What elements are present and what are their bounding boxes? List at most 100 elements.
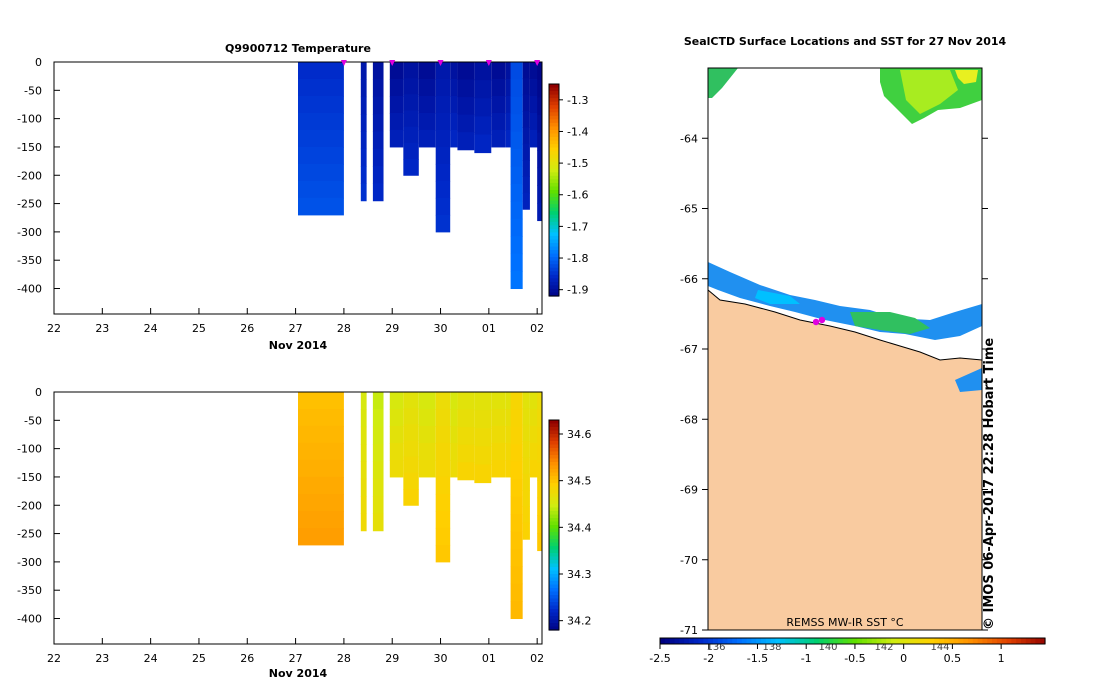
profile-cell <box>510 96 523 115</box>
colorbar-segment <box>549 539 559 544</box>
profile-cell <box>450 442 458 461</box>
profile-cell <box>435 95 451 114</box>
sst-colorbar-label: 0.5 <box>944 652 962 665</box>
sst-colorbar-segment <box>968 638 974 644</box>
profile-cell <box>510 496 523 515</box>
sst-colorbar-label: -1 <box>801 652 812 665</box>
profile-cell <box>435 180 451 199</box>
y-tick-label: -50 <box>24 414 42 427</box>
colorbar-label: 34.5 <box>567 475 592 488</box>
colorbar-segment <box>549 147 559 152</box>
colorbar-segment <box>549 623 559 628</box>
sst-colorbar-segment <box>746 638 753 644</box>
lon-inner-label: 138 <box>762 642 781 653</box>
profile-cell <box>372 62 384 80</box>
sst-colorbar-segment <box>1030 638 1036 644</box>
colorbar-segment <box>549 609 559 614</box>
profile-cell <box>510 461 523 480</box>
colorbar-segment <box>549 271 559 276</box>
sst-colorbar-segment <box>838 638 844 644</box>
profile-cell <box>522 176 530 194</box>
sst-colorbar-segment <box>919 638 926 644</box>
sst-colorbar-segment <box>924 638 931 644</box>
colorbar-segment <box>549 448 559 453</box>
sst-colorbar-segment <box>765 638 772 644</box>
colorbar-segment <box>549 497 559 502</box>
y-tick-label: -400 <box>17 283 42 296</box>
sst-colorbar-label: -0.5 <box>844 652 865 665</box>
colorbar-segment <box>549 535 559 540</box>
profile-cell <box>510 426 523 445</box>
profile-cell <box>457 79 475 98</box>
profile-cell <box>491 459 506 478</box>
colorbar-segment <box>549 493 559 498</box>
colorbar-segment <box>549 570 559 575</box>
profile-cell <box>537 462 542 481</box>
colorbar-segment <box>549 172 559 177</box>
colorbar-segment <box>549 584 559 589</box>
map-longitude-inner-labels: 136 138 140 142 144 <box>706 642 949 653</box>
colorbar-segment <box>549 137 559 142</box>
profile-cell <box>298 442 344 461</box>
profile-cell <box>360 96 367 115</box>
y-tick-label: -50 <box>24 84 42 97</box>
profile-cell <box>474 428 492 447</box>
profile-cell <box>403 78 419 95</box>
colorbar-segment <box>549 91 559 96</box>
profile-cell <box>403 408 419 425</box>
profile-cell <box>389 425 404 444</box>
profile-cell <box>510 444 523 463</box>
sst-colorbar-segment <box>1025 638 1032 644</box>
profile-cell <box>522 78 530 96</box>
colorbar-segment <box>549 500 559 505</box>
profile-cell <box>474 116 492 135</box>
profile-cell <box>450 408 458 427</box>
x-tick-label: 24 <box>144 652 158 665</box>
y-tick-label: 0 <box>35 386 42 399</box>
colorbar-segment <box>549 472 559 477</box>
x-tick-label: 27 <box>289 322 303 335</box>
y-tick-label: 0 <box>35 56 42 69</box>
profile-cell <box>372 183 384 202</box>
x-tick-label: 01 <box>482 652 496 665</box>
seal-location-1 <box>812 318 820 326</box>
profile-cell <box>435 129 451 148</box>
colorbar-segment <box>549 598 559 603</box>
colorbar-segment <box>549 514 559 519</box>
profile-cell <box>537 132 542 151</box>
x-tick-label: 27 <box>289 652 303 665</box>
sst-colorbar-frame <box>659 637 1046 645</box>
colorbar-segment <box>549 427 559 432</box>
profile-cell <box>474 134 492 154</box>
sst-colorbar-segment <box>669 638 676 644</box>
profile-cell <box>522 522 530 540</box>
profile-cell <box>522 127 530 145</box>
colorbar-label: 34.3 <box>567 568 592 581</box>
profile-cell <box>510 583 523 602</box>
profile-cell <box>418 95 436 114</box>
colorbar-segment <box>549 197 559 202</box>
profile-cell <box>529 129 541 148</box>
profile-cell <box>491 78 506 97</box>
profile-cell <box>491 392 506 410</box>
colorbar-segment <box>549 451 559 456</box>
lon-inner-label: 140 <box>818 642 837 653</box>
profile-cell <box>372 426 384 445</box>
y-tick-label: -300 <box>17 226 42 239</box>
colorbar-label: 34.4 <box>567 521 592 534</box>
sst-colorbar-segment <box>1016 638 1022 644</box>
coastline <box>707 289 983 361</box>
colorbar-segment <box>549 525 559 530</box>
sst-colorbar-segment <box>833 638 839 644</box>
colorbar-segment <box>549 122 559 127</box>
sst-colorbar-segment <box>934 638 940 644</box>
temperature-profiles <box>298 62 542 290</box>
sst-colorbar-segment <box>761 638 767 644</box>
colorbar-segment <box>549 455 559 460</box>
x-tick-label: 22 <box>47 652 61 665</box>
colorbar-segment <box>549 602 559 607</box>
profile-cell <box>403 62 419 79</box>
profile-cell <box>298 197 344 216</box>
colorbar-label: -1.9 <box>567 284 588 297</box>
profile-cell <box>389 95 404 114</box>
